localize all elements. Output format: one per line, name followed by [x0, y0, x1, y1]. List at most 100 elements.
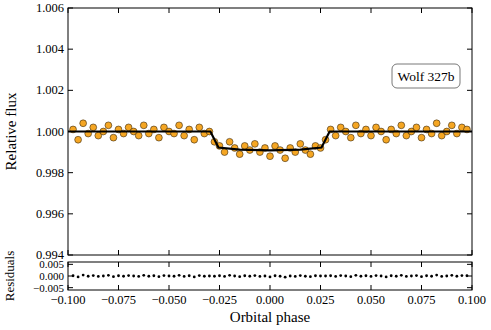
data-point	[75, 136, 82, 143]
x-tick	[371, 250, 372, 255]
x-tick	[421, 250, 422, 255]
data-point	[410, 275, 413, 278]
data-point	[112, 275, 115, 278]
y-tick	[467, 8, 472, 9]
data-point	[400, 274, 403, 277]
data-point	[289, 275, 292, 278]
y-tick	[68, 213, 73, 214]
annotation-box	[392, 64, 460, 88]
data-point	[102, 275, 105, 278]
x-tick	[270, 8, 271, 13]
data-point	[198, 274, 201, 277]
x-tick-label: 0.025	[306, 293, 334, 307]
data-point	[347, 134, 354, 141]
data-point	[269, 276, 272, 279]
data-point	[259, 275, 262, 278]
y-tick	[68, 287, 73, 288]
y-tick-label: 0.005	[39, 258, 64, 270]
x-tick-label: −0.025	[202, 293, 237, 307]
data-point	[183, 275, 186, 278]
data-point	[354, 274, 357, 277]
data-point	[243, 274, 246, 277]
data-point	[156, 134, 163, 141]
x-tick	[169, 262, 170, 267]
x-tick	[169, 250, 170, 255]
data-point	[92, 274, 95, 277]
x-tick	[371, 8, 372, 13]
y-tick-label: 1.002	[36, 83, 64, 97]
data-point	[450, 274, 453, 277]
data-point	[168, 275, 171, 278]
y-tick-label: 0.000	[39, 270, 64, 282]
data-point	[147, 275, 150, 278]
data-point	[236, 151, 243, 158]
data-point	[203, 275, 206, 278]
x-tick-label: 0.100	[458, 293, 486, 307]
data-point	[383, 136, 390, 143]
data-point	[228, 274, 231, 277]
x-tick	[118, 8, 119, 13]
data-point	[176, 122, 183, 129]
y-tick-label: 0.996	[36, 207, 64, 221]
x-tick-label: 0.050	[357, 293, 385, 307]
panel-0: 0.9940.9960.9981.0001.0021.0041.006Relat…	[3, 1, 472, 262]
data-point	[329, 274, 332, 277]
x-tick	[472, 250, 473, 255]
x-tick	[270, 262, 271, 267]
y-tick	[68, 49, 73, 50]
x-tick	[320, 262, 321, 267]
y-tick	[467, 255, 472, 256]
data-point	[461, 274, 464, 277]
data-point	[455, 275, 458, 278]
data-point	[137, 275, 140, 278]
model-line	[68, 132, 472, 151]
data-point	[307, 151, 314, 158]
data-point	[221, 149, 228, 156]
x-tick	[320, 250, 321, 255]
data-point	[319, 275, 322, 278]
y-tick	[467, 131, 472, 132]
plot-area	[68, 120, 472, 162]
data-point	[264, 275, 267, 278]
y-tick-label: 1.006	[36, 1, 64, 15]
data-point	[135, 132, 142, 139]
figure: 0.9940.9960.9981.0001.0021.0041.006Relat…	[0, 0, 491, 330]
data-point	[173, 275, 176, 278]
y-tick-label: −0.005	[33, 282, 64, 294]
data-point	[435, 274, 438, 277]
data-point	[365, 274, 368, 277]
data-point	[87, 275, 90, 278]
x-tick-label: −0.050	[151, 293, 186, 307]
y-tick-label: 0.998	[36, 166, 64, 180]
y-tick	[467, 287, 472, 288]
data-point	[418, 134, 425, 141]
data-point	[352, 122, 359, 129]
data-point	[309, 275, 312, 278]
data-point	[97, 275, 100, 278]
data-point	[90, 124, 97, 131]
x-tick	[421, 285, 422, 290]
y-axis-label: Residuals	[2, 251, 17, 302]
x-tick	[169, 285, 170, 290]
data-point	[448, 122, 455, 129]
data-point	[248, 275, 251, 278]
data-point	[122, 275, 125, 278]
data-point	[132, 275, 135, 278]
data-point	[127, 274, 130, 277]
annotation: Wolf 327b	[397, 69, 454, 84]
data-point	[163, 274, 166, 277]
data-point	[142, 274, 145, 277]
data-point	[433, 120, 440, 127]
data-point	[110, 134, 117, 141]
data-point	[405, 275, 408, 278]
data-point	[107, 274, 110, 277]
data-point	[218, 274, 221, 277]
data-point	[420, 275, 423, 278]
data-point	[223, 275, 226, 278]
data-point	[105, 122, 112, 129]
data-point	[425, 274, 428, 277]
x-tick	[371, 262, 372, 267]
y-tick	[467, 49, 472, 50]
x-tick-label: 0.075	[407, 293, 435, 307]
y-tick	[68, 90, 73, 91]
